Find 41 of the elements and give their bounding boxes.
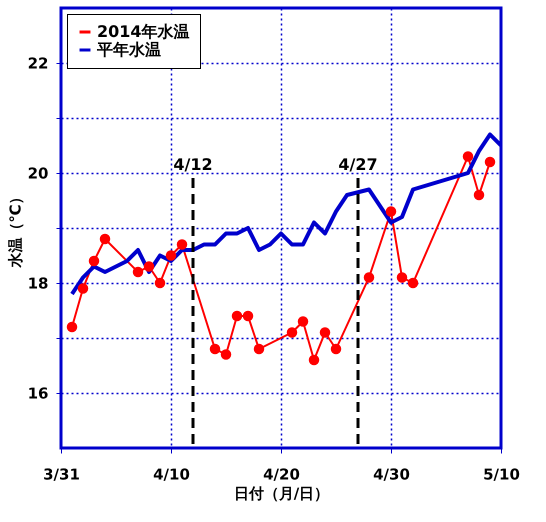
point	[386, 206, 396, 217]
point	[286, 327, 298, 338]
point	[232, 310, 242, 322]
point	[88, 256, 100, 266]
point	[396, 272, 408, 283]
point	[220, 349, 232, 360]
ref-line-label: 4/12	[173, 155, 213, 174]
point	[474, 190, 484, 200]
x-tick-label: 4/10	[153, 466, 190, 484]
point	[132, 266, 144, 278]
ref-line-label: 4/27	[338, 155, 378, 174]
point	[308, 354, 320, 366]
point	[408, 278, 418, 288]
point	[66, 322, 78, 332]
legend-label: 2014年水温	[97, 22, 190, 41]
point	[176, 239, 188, 250]
point	[330, 344, 342, 354]
point	[364, 272, 374, 283]
y-axis-title: 水温（℃）	[6, 189, 25, 269]
point	[154, 278, 166, 288]
point	[210, 344, 220, 354]
x-tick-label: 4/20	[263, 466, 300, 484]
y-tick-label: 16	[28, 384, 48, 402]
x-axis-title: 日付（月/日）	[234, 484, 330, 502]
y-tick-label: 20	[28, 164, 48, 182]
x-tick-label: 4/30	[373, 466, 410, 484]
point	[484, 156, 496, 168]
point	[462, 151, 474, 162]
x-tick-label: 5/10	[483, 466, 520, 484]
y-tick-label: 18	[28, 274, 48, 292]
y-tick-label: 22	[28, 54, 48, 72]
legend-label: 平年水温	[96, 40, 161, 59]
x-tick-label: 3/31	[43, 466, 80, 484]
point	[320, 327, 330, 338]
point	[78, 283, 88, 294]
point	[242, 310, 254, 322]
point	[166, 250, 176, 261]
point	[298, 316, 308, 327]
point	[144, 261, 154, 272]
point	[254, 344, 264, 354]
point	[100, 234, 110, 244]
